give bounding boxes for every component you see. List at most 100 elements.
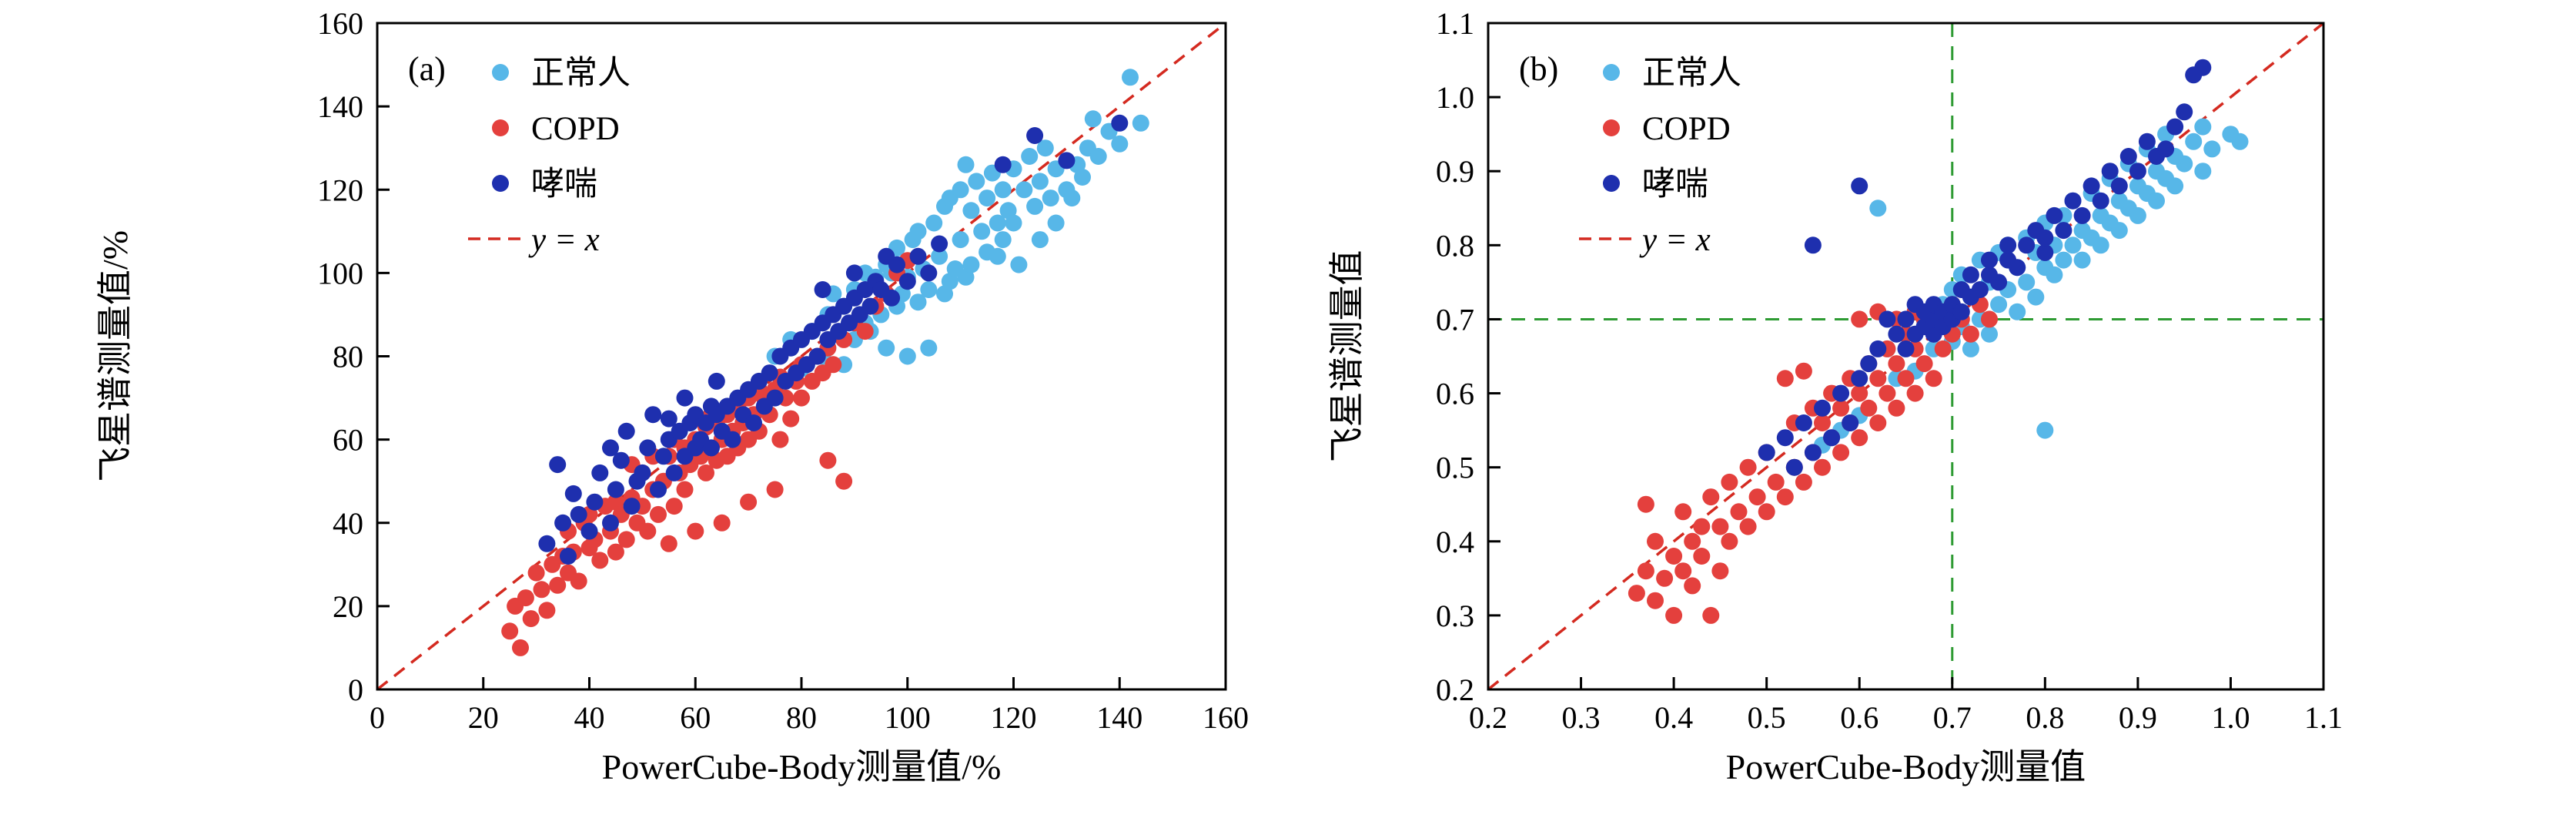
data-point-series-1 xyxy=(1665,548,1683,565)
data-point-series-0 xyxy=(957,156,975,173)
data-point-series-2 xyxy=(1981,251,1998,269)
data-point-series-2 xyxy=(2083,177,2100,195)
data-point-series-1 xyxy=(1711,562,1729,580)
panel-b: 0.2 0.3 0.4 0.5 0.6 0.7 0.8 0.9 1.0 1.1 0.2 0.3 0.4 0… xyxy=(1288,0,2576,811)
y-axis-tick-label: 60 xyxy=(333,423,363,458)
data-point-series-0 xyxy=(1031,173,1049,190)
y-axis-tick-label: 0.6 xyxy=(1436,377,1474,411)
data-point-series-0 xyxy=(925,214,943,232)
data-point-series-2 xyxy=(2055,222,2073,240)
data-point-series-0 xyxy=(1031,231,1049,249)
data-point-series-2 xyxy=(538,535,556,552)
data-point-series-1 xyxy=(1637,562,1654,580)
data-point-series-1 xyxy=(1860,399,1878,417)
data-point-series-1 xyxy=(650,505,667,523)
identity-line xyxy=(1487,22,2325,691)
data-point-series-1 xyxy=(1702,606,1720,624)
data-point-series-1 xyxy=(533,581,550,599)
plot-border xyxy=(1487,22,2325,691)
data-point-series-1 xyxy=(1832,444,1850,461)
data-point-series-2 xyxy=(570,505,587,523)
data-point-series-0 xyxy=(2176,155,2193,173)
x-axis-tick-label: 0.3 xyxy=(1562,700,1601,735)
data-point-series-0 xyxy=(968,173,985,190)
data-point-series-1 xyxy=(1814,458,1831,476)
panel-label: (a) xyxy=(408,50,446,88)
data-point-series-1 xyxy=(1795,362,1812,380)
data-point-series-2 xyxy=(634,464,651,481)
data-point-series-0 xyxy=(1990,296,2008,314)
data-point-series-1 xyxy=(1814,414,1831,431)
data-point-series-0 xyxy=(920,281,938,298)
data-point-series-0 xyxy=(2064,236,2082,254)
data-point-series-2 xyxy=(554,514,572,532)
data-point-series-0 xyxy=(1036,139,1054,157)
data-point-series-0 xyxy=(2194,163,2212,180)
y-axis-tick-label: 40 xyxy=(333,506,363,541)
data-point-series-0 xyxy=(2166,177,2184,195)
y-axis-tick-label: 160 xyxy=(317,6,363,41)
data-point-series-0 xyxy=(2018,273,2036,291)
data-point-series-1 xyxy=(607,543,624,561)
legend-label-identity-line: y = x xyxy=(1639,222,1711,258)
y-axis-tick-label: 20 xyxy=(333,589,363,624)
data-point-series-1 xyxy=(1674,562,1692,580)
data-point-series-2 xyxy=(1823,429,1841,447)
data-point-series-2 xyxy=(1878,310,1896,328)
legend-label-identity-line: y = x xyxy=(528,222,600,258)
data-point-series-2 xyxy=(1804,444,1822,461)
data-point-series-2 xyxy=(2092,192,2109,210)
x-axis-tick-label: 80 xyxy=(786,700,817,735)
data-point-series-0 xyxy=(1026,197,1044,215)
data-point-series-2 xyxy=(2036,243,2054,261)
data-point-series-1 xyxy=(1962,325,1979,343)
panel-a: 0 20 40 60 80 100 120 140 160 0 20 40 60 80 100 120 140 1… xyxy=(0,0,1288,811)
data-point-series-1 xyxy=(1748,488,1766,506)
data-point-series-1 xyxy=(740,493,758,511)
legend-marker-series-2 xyxy=(492,175,509,192)
data-point-series-2 xyxy=(1971,281,1989,298)
y-axis-tick-label: 0.9 xyxy=(1436,154,1474,189)
data-point-series-0 xyxy=(962,202,980,220)
x-axis-tick-label: 0.2 xyxy=(1469,700,1507,735)
data-point-series-1 xyxy=(538,602,556,619)
x-axis-tick-label: 40 xyxy=(574,700,605,735)
data-point-series-1 xyxy=(549,576,567,594)
data-point-series-2 xyxy=(888,256,905,273)
data-point-series-0 xyxy=(898,347,916,365)
data-point-series-1 xyxy=(1647,532,1664,550)
data-point-series-2 xyxy=(766,389,784,407)
data-point-series-1 xyxy=(856,323,874,340)
data-point-series-1 xyxy=(1637,495,1654,513)
data-point-series-2 xyxy=(564,485,582,502)
data-point-series-0 xyxy=(2055,251,2073,269)
data-point-series-2 xyxy=(909,247,927,265)
data-point-series-0 xyxy=(1122,69,1139,86)
data-point-series-2 xyxy=(650,481,667,498)
data-point-series-2 xyxy=(1814,399,1831,417)
data-point-series-1 xyxy=(1851,384,1868,402)
data-point-series-2 xyxy=(702,439,720,457)
data-point-series-2 xyxy=(580,522,598,540)
data-point-series-0 xyxy=(1010,256,1028,273)
data-point-series-0 xyxy=(2027,288,2045,306)
data-point-series-2 xyxy=(644,406,662,424)
data-point-series-1 xyxy=(1721,473,1738,491)
data-point-series-1 xyxy=(570,572,587,590)
data-point-series-1 xyxy=(617,531,635,548)
data-point-series-0 xyxy=(962,256,980,273)
data-point-series-0 xyxy=(973,223,991,240)
data-point-series-1 xyxy=(639,522,657,540)
data-point-series-1 xyxy=(517,589,534,607)
data-point-series-2 xyxy=(1952,303,1970,320)
data-point-series-1 xyxy=(1795,473,1812,491)
data-point-series-1 xyxy=(1934,340,1952,357)
data-point-series-0 xyxy=(2036,421,2054,439)
y-axis-label: 飞星谱测量值 xyxy=(1327,250,1367,463)
data-point-series-0 xyxy=(2009,303,2026,320)
x-axis-tick-label: 0.9 xyxy=(2119,700,2157,735)
x-axis-tick-label: 20 xyxy=(468,700,499,735)
y-axis-tick-label: 100 xyxy=(317,256,363,290)
data-point-series-0 xyxy=(1042,189,1059,207)
